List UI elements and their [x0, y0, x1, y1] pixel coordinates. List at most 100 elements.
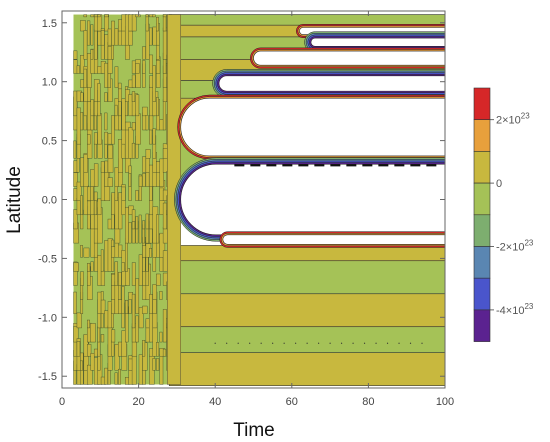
noise-patch: [97, 255, 102, 286]
noise-patch: [80, 20, 86, 32]
noise-patch: [156, 16, 159, 32]
noise-patch: [76, 107, 81, 145]
blowup-core: [218, 75, 445, 92]
noise-patch: [90, 24, 94, 46]
noise-patch: [73, 261, 78, 286]
noise-patch: [100, 334, 105, 343]
noise-patch: [87, 319, 90, 329]
noise-patch: [145, 14, 149, 18]
noise-patch: [124, 299, 129, 314]
noise-patch: [145, 149, 151, 159]
noise-patch: [118, 271, 122, 286]
noise-patch: [135, 63, 140, 74]
noise-patch: [156, 214, 160, 244]
y-tick-label: 0.5: [42, 136, 57, 148]
noise-patch: [131, 122, 136, 131]
noise-patch: [152, 65, 156, 102]
x-tick-label: 20: [132, 396, 144, 408]
noise-patch: [162, 309, 167, 343]
noise-patch: [156, 358, 160, 371]
band-dot: [421, 342, 423, 344]
noise-patch: [80, 157, 84, 187]
x-axis-title: Time: [233, 420, 275, 441]
noise-patch: [90, 99, 94, 117]
noise-patch: [104, 112, 108, 131]
x-tick-label: 100: [436, 396, 454, 408]
noise-patch: [121, 286, 125, 314]
noise-patch: [100, 249, 104, 272]
noise-patch: [138, 307, 144, 329]
noise-patch: [76, 65, 80, 74]
noise-patch: [90, 186, 94, 201]
noise-patch: [162, 348, 167, 357]
x-tick-label: 80: [362, 396, 374, 408]
noise-patch: [107, 144, 113, 159]
noise-patch: [114, 197, 119, 230]
x-tick-label: 40: [209, 396, 221, 408]
noise-patch: [118, 192, 123, 230]
noise-patch: [114, 66, 119, 88]
noise-patch: [135, 113, 141, 145]
noise-patch: [149, 27, 153, 46]
noise-patch: [162, 202, 167, 230]
band-dot: [260, 342, 262, 344]
noise-patch: [159, 291, 163, 300]
positive-band: [168, 352, 445, 386]
noise-patch: [80, 55, 85, 74]
noise-patch: [135, 216, 139, 230]
legend-swatch: [473, 277, 491, 311]
blowup-tongues: [174, 24, 445, 248]
blowup-core: [253, 50, 445, 66]
legend-swatch: [473, 151, 491, 184]
y-tick-label: -1.5: [38, 371, 57, 383]
noise-patch: [142, 340, 146, 357]
plot-area: [62, 11, 445, 388]
noise-patch: [138, 175, 143, 187]
noise-patch: [73, 172, 78, 187]
positive-band: [168, 293, 445, 328]
noise-patch: [87, 134, 91, 145]
band-dot: [375, 342, 377, 344]
noise-patch: [156, 273, 161, 286]
noise-patch: [156, 342, 160, 357]
noise-patch: [135, 315, 139, 343]
noise-patch: [142, 173, 146, 187]
noise-patch: [131, 221, 136, 230]
noise-patch: [90, 14, 95, 18]
noise-patch: [128, 173, 132, 187]
noise-patch: [100, 30, 105, 46]
band-dot: [214, 342, 216, 344]
noise-patch: [145, 115, 149, 131]
y-tick-label: -1.0: [38, 312, 57, 324]
noise-patch: [128, 222, 132, 244]
noise-patch: [142, 46, 146, 60]
noise-patch: [104, 92, 108, 102]
x-tick-label: 0: [59, 396, 65, 408]
noise-patch: [97, 83, 101, 102]
noise-patch: [80, 245, 83, 258]
noise-patch: [114, 261, 118, 286]
noise-patch: [87, 364, 93, 385]
noise-patch: [76, 312, 82, 329]
noise-patch: [152, 358, 156, 371]
noise-patch: [162, 99, 167, 131]
noise-patch: [131, 74, 136, 88]
noise-patch: [90, 261, 94, 272]
noise-patch: [111, 340, 115, 357]
noise-patch: [152, 284, 157, 300]
noise-patch: [124, 206, 129, 244]
noise-patch: [159, 158, 164, 187]
noise-patch: [93, 191, 98, 201]
noise-patch: [83, 68, 87, 88]
noise-patch: [111, 115, 115, 145]
legend-swatch: [473, 246, 491, 279]
band-dot: [226, 342, 228, 344]
noise-patch: [104, 14, 109, 18]
noise-patch: [114, 372, 118, 385]
noise-patch: [93, 29, 98, 60]
noise-patch: [114, 28, 119, 46]
noise-patch: [76, 341, 81, 357]
legend-swatch: [473, 182, 491, 216]
noise-patch: [142, 305, 148, 314]
noise-patch: [97, 113, 102, 145]
